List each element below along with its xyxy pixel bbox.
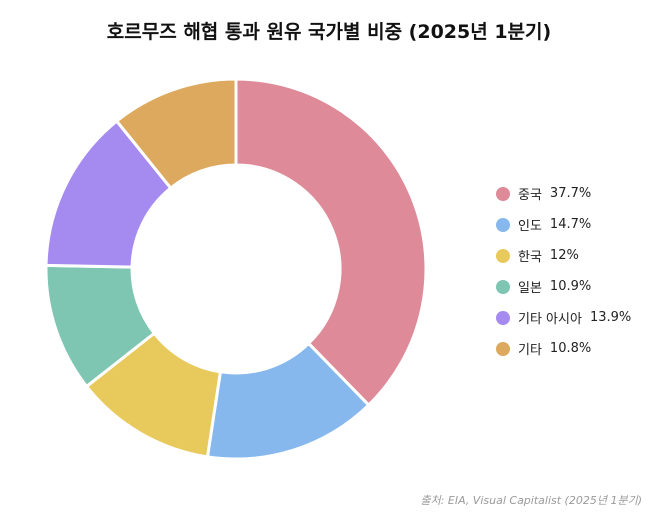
legend-label: 기타: [518, 343, 542, 358]
chart-title: 호르무즈 해협 통과 원유 국가별 비중 (2025년 1분기): [106, 21, 552, 43]
legend-label: 인도: [518, 219, 542, 234]
legend-swatch: [496, 217, 510, 232]
legend-swatch: [496, 310, 510, 325]
legend-value: 12%: [549, 248, 579, 263]
donut-slice: [234, 77, 428, 408]
legend-item: 일본 10.9%: [496, 271, 631, 302]
legend-value: 37.7%: [549, 186, 592, 201]
legend-label: 일본: [518, 281, 542, 296]
legend-label: 기타 아시아: [518, 312, 582, 327]
legend-item: 기타 아시아 13.9%: [496, 302, 631, 333]
donut-slice: [114, 77, 238, 191]
legend-swatch: [496, 248, 510, 263]
legend-item: 인도 14.7%: [496, 209, 631, 240]
legend-value: 13.9%: [589, 310, 632, 325]
legend-item: 한국 12%: [496, 240, 631, 271]
source-note: 출처: EIA, Visual Capitalist (2025년 1분기): [420, 494, 642, 507]
legend-item: 중국 37.7%: [496, 178, 631, 209]
legend-item: 기타 10.8%: [496, 333, 631, 364]
legend-label: 중국: [518, 188, 542, 203]
legend-value: 10.9%: [549, 279, 592, 294]
legend-swatch: [496, 279, 510, 294]
legend-value: 14.7%: [549, 217, 592, 232]
legend-swatch: [496, 186, 510, 201]
legend-label: 한국: [518, 250, 542, 265]
legend-swatch: [496, 341, 510, 356]
legend-value: 10.8%: [549, 341, 592, 356]
chart-legend: 중국 37.7% 인도 14.7% 한국 12% 일본 10.9% 기타 아시아…: [496, 178, 631, 364]
